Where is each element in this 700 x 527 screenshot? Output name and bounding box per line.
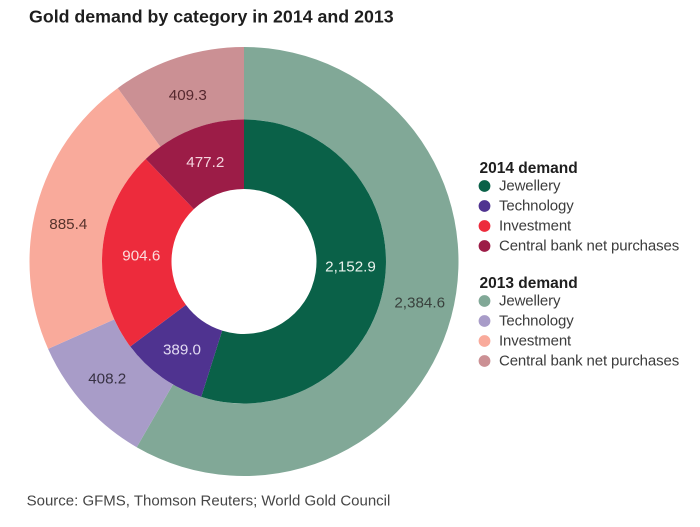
svg-text:Jewellery: Jewellery — [499, 293, 561, 310]
svg-text:Technology: Technology — [499, 198, 574, 215]
svg-text:408.2: 408.2 — [88, 371, 126, 388]
svg-text:2013 demand: 2013 demand — [480, 275, 578, 292]
svg-text:Central bank net purchases: Central bank net purchases — [499, 353, 679, 370]
svg-text:Investment: Investment — [499, 333, 572, 350]
svg-text:2014 demand: 2014 demand — [480, 160, 578, 177]
svg-text:409.3: 409.3 — [169, 87, 207, 104]
svg-text:477.2: 477.2 — [186, 154, 224, 171]
svg-text:Technology: Technology — [499, 313, 574, 330]
svg-text:885.4: 885.4 — [49, 216, 87, 233]
svg-text:Investment: Investment — [499, 218, 572, 235]
svg-text:Gold demand by category in 201: Gold demand by category in 2014 and 2013 — [29, 7, 394, 27]
svg-text:2,384.6: 2,384.6 — [394, 295, 445, 312]
svg-text:904.6: 904.6 — [122, 247, 160, 264]
svg-text:389.0: 389.0 — [163, 342, 201, 359]
svg-text:Jewellery: Jewellery — [499, 178, 561, 195]
svg-text:Central bank net purchases: Central bank net purchases — [499, 238, 679, 255]
svg-text:Source: GFMS, Thomson Reuters;: Source: GFMS, Thomson Reuters; World Gol… — [27, 493, 391, 510]
svg-text:2,152.9: 2,152.9 — [325, 258, 376, 275]
